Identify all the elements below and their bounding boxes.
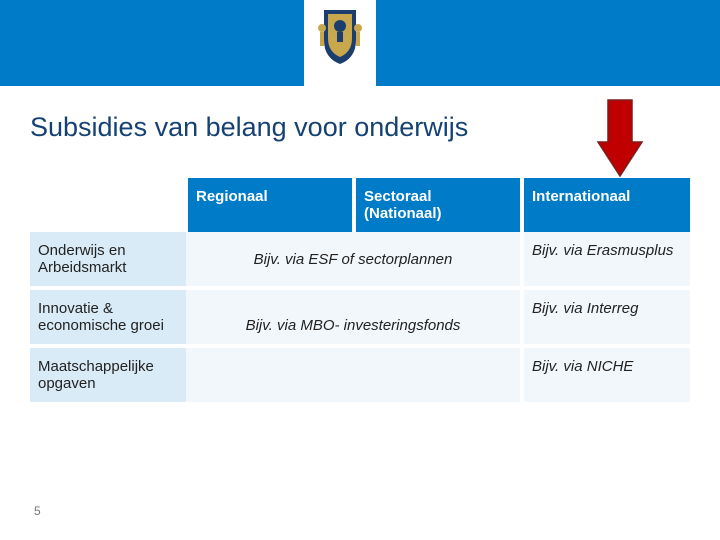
table-row: Maatschappelijke opgaven Bijv. via NICHE — [30, 346, 690, 404]
col-header: Sectoraal (Nationaal) — [354, 178, 522, 232]
col-header: Internationaal — [522, 178, 690, 232]
col-header: Regionaal — [186, 178, 354, 232]
down-arrow-icon — [596, 98, 644, 178]
cell-regional-sectoral: Bijv. via MBO- investeringsfonds — [186, 288, 522, 346]
table-row: Innovatie & economische groei Bijv. via … — [30, 288, 690, 346]
logo-box — [304, 0, 376, 86]
subsidy-table: Regionaal Sectoraal (Nationaal) Internat… — [30, 178, 690, 406]
slide: Subsidies van belang voor onderwijs Regi… — [0, 0, 720, 540]
table-row: Onderwijs en Arbeidsmarkt Bijv. via ESF … — [30, 232, 690, 288]
row-header: Innovatie & economische groei — [30, 288, 186, 346]
page-number: 5 — [34, 504, 41, 518]
row-header: Maatschappelijke opgaven — [30, 346, 186, 404]
cell-international: Bijv. via NICHE — [522, 346, 690, 404]
row-header: Onderwijs en Arbeidsmarkt — [30, 232, 186, 288]
table-header-row: Regionaal Sectoraal (Nationaal) Internat… — [30, 178, 690, 232]
cell-regional-sectoral — [186, 346, 522, 404]
cell-international: Bijv. via Erasmusplus — [522, 232, 690, 288]
header-bar — [0, 0, 720, 86]
header-blank — [30, 178, 186, 232]
cell-regional-sectoral: Bijv. via ESF of sectorplannen — [186, 232, 522, 288]
rijksoverheid-crest-icon — [312, 4, 368, 70]
slide-title: Subsidies van belang voor onderwijs — [30, 112, 468, 143]
cell-international: Bijv. via Interreg — [522, 288, 690, 346]
